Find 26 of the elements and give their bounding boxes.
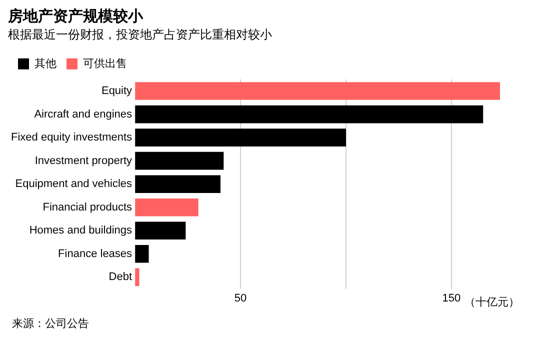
- y-tick-label: Investment property: [34, 154, 133, 167]
- y-tick-label: Finance leases: [58, 248, 133, 260]
- x-axis-title: （十亿元）: [464, 295, 520, 308]
- bar: [135, 82, 500, 100]
- bar: [135, 245, 149, 263]
- bar: [135, 198, 198, 216]
- bar: [135, 175, 220, 193]
- y-tick-label: Aircraft and engines: [34, 108, 133, 120]
- y-tick-label: Equipment and vehicles: [15, 178, 133, 190]
- legend-label: 其他: [34, 56, 56, 70]
- chart-title: 房地产资产规模较小: [7, 7, 144, 26]
- y-tick-label: Fixed equity investments: [10, 132, 133, 144]
- y-tick-label: Financial products: [42, 201, 133, 214]
- x-tick-label: 50: [234, 292, 247, 304]
- source-note: 来源：公司公告: [12, 316, 89, 331]
- bar: [135, 128, 346, 146]
- bar: [135, 268, 140, 286]
- legend-label: 可供出售: [83, 56, 127, 70]
- x-tick-label: 150: [442, 292, 461, 304]
- bar: [135, 222, 186, 240]
- y-tick-label: Equity: [101, 85, 133, 98]
- chart-subtitle: 根据最近一份财报，投资地产占资产比重相对较小: [8, 28, 272, 42]
- y-tick-label: Homes and buildings: [29, 224, 133, 237]
- bar: [135, 152, 224, 170]
- bar: [135, 105, 484, 124]
- y-tick-label: Debt: [108, 271, 132, 284]
